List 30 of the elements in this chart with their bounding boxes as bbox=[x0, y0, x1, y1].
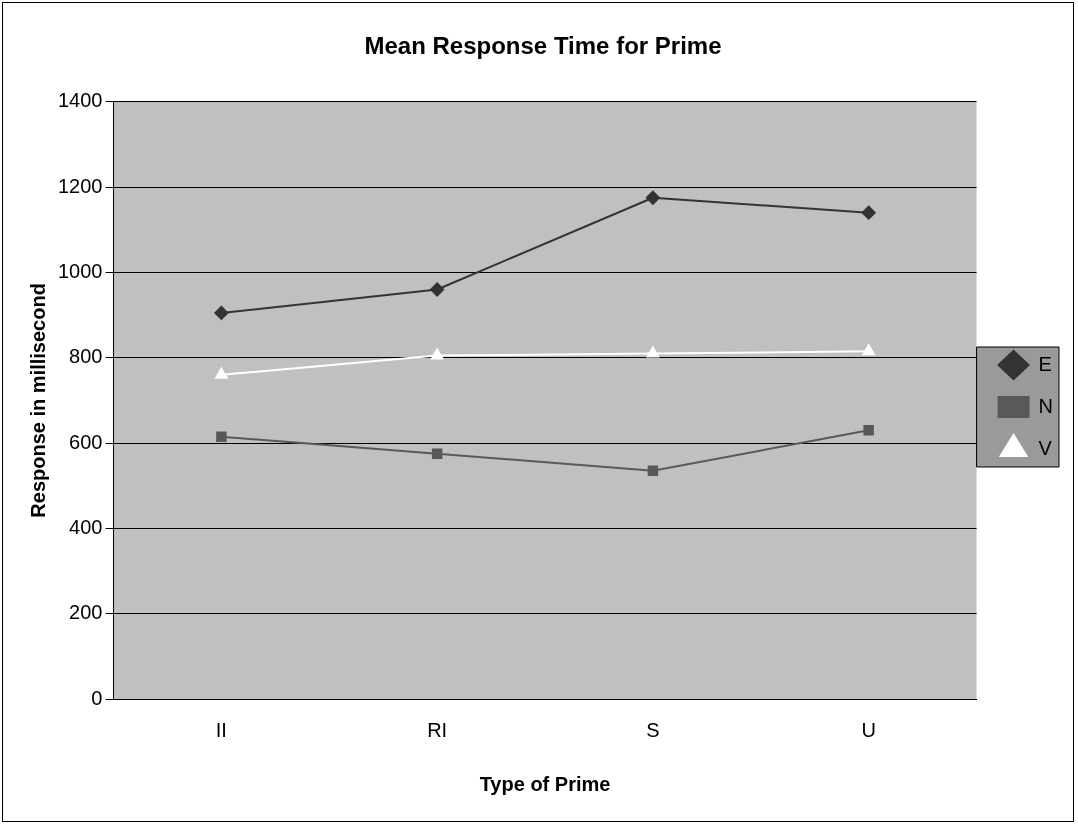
point bbox=[645, 190, 660, 205]
point bbox=[647, 465, 659, 477]
point bbox=[215, 367, 228, 379]
y-tick-label: 1200 bbox=[57, 174, 103, 197]
y-tick-label: 1400 bbox=[57, 89, 103, 112]
point bbox=[862, 344, 875, 356]
y-tick-label: 0 bbox=[91, 686, 103, 709]
point bbox=[430, 282, 445, 297]
legend-label: N bbox=[1038, 394, 1054, 417]
legend-label: V bbox=[1038, 436, 1053, 459]
y-tick-label: 600 bbox=[69, 430, 103, 453]
point bbox=[646, 346, 660, 358]
point bbox=[216, 431, 227, 442]
x-tick-label: S bbox=[646, 718, 660, 741]
point bbox=[431, 448, 443, 459]
y-tick-label: 800 bbox=[69, 345, 103, 368]
point bbox=[863, 425, 874, 436]
x-tick-label: RI bbox=[427, 718, 448, 741]
x-axis-title: Type of Prime bbox=[479, 772, 611, 795]
y-axis-title: Response in millisecond bbox=[26, 283, 49, 518]
point bbox=[430, 348, 444, 360]
point bbox=[861, 205, 876, 220]
y-tick-label: 1000 bbox=[57, 259, 103, 282]
y-tick-label: 200 bbox=[69, 601, 103, 624]
y-tick-label: 400 bbox=[69, 515, 103, 538]
x-tick-label: II bbox=[215, 718, 227, 741]
chart-title: Mean Response Time for Prime bbox=[364, 32, 722, 60]
point bbox=[214, 305, 229, 320]
x-tick-label: U bbox=[861, 718, 876, 741]
legend-label: E bbox=[1038, 352, 1052, 375]
